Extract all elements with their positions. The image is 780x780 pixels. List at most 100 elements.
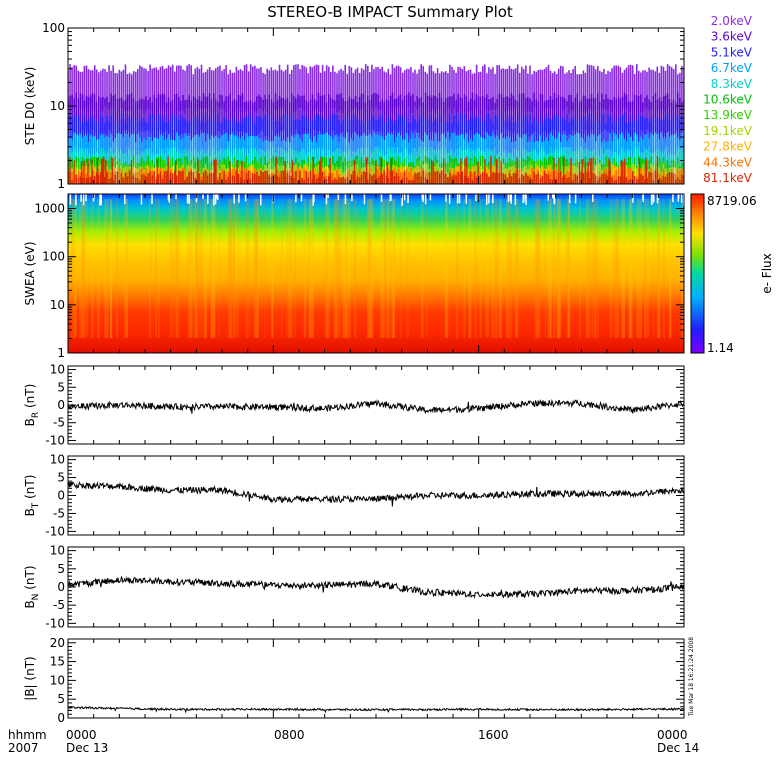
swea-streak bbox=[106, 199, 109, 338]
swea-streak bbox=[616, 199, 620, 338]
swea-streak bbox=[124, 199, 128, 338]
swea-streak bbox=[388, 199, 390, 338]
swea-streak bbox=[383, 199, 387, 338]
swea-gap bbox=[682, 194, 684, 206]
bn-ylabel: BN (nT) bbox=[23, 565, 41, 608]
swea-streak bbox=[444, 199, 447, 338]
bmag-frame bbox=[67, 638, 685, 719]
br-series-line bbox=[67, 398, 685, 415]
swea-gap bbox=[488, 194, 490, 204]
br-ylabel: BR (nT) bbox=[23, 384, 41, 427]
swea-gap bbox=[202, 194, 204, 199]
bmag-ytick-label: 10 bbox=[50, 673, 65, 687]
bt-frame bbox=[67, 455, 685, 536]
bn-ytick-label: -10 bbox=[45, 616, 65, 630]
legend-entry-19.1keV: 19.1keV bbox=[703, 124, 753, 138]
swea-streak bbox=[612, 199, 617, 338]
swea-streak bbox=[195, 199, 197, 338]
swea-streak bbox=[567, 199, 570, 338]
swea-streak bbox=[155, 199, 158, 338]
swea-streak bbox=[210, 199, 213, 338]
swea-streak bbox=[271, 199, 274, 338]
bt-series-line bbox=[67, 481, 685, 507]
swea-gap bbox=[151, 194, 153, 204]
swea-streak bbox=[115, 199, 119, 338]
legend-entry-27.8keV: 27.8keV bbox=[703, 140, 753, 154]
swea-gap bbox=[553, 194, 556, 205]
swea-streak bbox=[309, 199, 311, 338]
swea-streak bbox=[85, 199, 89, 338]
swea-streak bbox=[556, 199, 561, 338]
swea-streak bbox=[586, 199, 591, 338]
swea-streak bbox=[663, 199, 666, 338]
swea-gap bbox=[213, 194, 215, 206]
swea-gap bbox=[124, 194, 126, 204]
swea-streak bbox=[345, 199, 348, 338]
swea-streak bbox=[506, 199, 509, 338]
bn-frame bbox=[67, 546, 685, 628]
swea-gap bbox=[510, 194, 512, 204]
swea-gap bbox=[195, 194, 198, 203]
ste-data bbox=[68, 64, 684, 184]
swea-gap bbox=[100, 194, 102, 205]
end-date-label: Dec 14 bbox=[657, 741, 699, 755]
time-format-label: hhmm bbox=[8, 728, 47, 742]
swea-streak bbox=[336, 199, 340, 338]
x-tick-label-3: 0000 bbox=[657, 728, 688, 742]
swea-gap bbox=[574, 194, 577, 204]
swea-gap bbox=[99, 194, 101, 206]
swea-streak bbox=[79, 199, 83, 338]
swea-streak bbox=[109, 199, 112, 338]
swea-gap bbox=[300, 194, 303, 202]
legend-entry-8.3keV: 8.3keV bbox=[711, 77, 753, 91]
swea-streak bbox=[211, 199, 216, 338]
swea-streak bbox=[263, 199, 266, 338]
swea-streak bbox=[663, 199, 665, 338]
swea-streak bbox=[597, 199, 599, 338]
bn-ytick-label: 10 bbox=[50, 544, 65, 558]
swea-gap bbox=[403, 194, 406, 201]
swea-streak bbox=[368, 199, 372, 338]
swea-gap bbox=[215, 194, 218, 199]
swea-gap bbox=[390, 194, 392, 201]
swea-streak bbox=[393, 199, 395, 338]
swea-streak bbox=[333, 199, 338, 338]
swea-gap bbox=[233, 194, 235, 204]
swea-streak bbox=[218, 199, 221, 338]
swea-streak bbox=[150, 199, 152, 338]
bn-series-line bbox=[67, 575, 685, 599]
swea-streak bbox=[246, 199, 250, 338]
swea-gap bbox=[525, 194, 527, 205]
swea-streak bbox=[609, 199, 612, 338]
swea-streak bbox=[288, 199, 293, 338]
swea-gap bbox=[445, 194, 447, 202]
swea-streak bbox=[622, 199, 626, 338]
x-tick-label-1: 0800 bbox=[274, 728, 305, 742]
swea-gap bbox=[458, 194, 461, 204]
swea-gap bbox=[568, 194, 571, 203]
swea-streak bbox=[552, 199, 555, 338]
swea-streak bbox=[254, 199, 259, 338]
swea-streak bbox=[591, 199, 593, 338]
colorbar-label: e- Flux bbox=[760, 253, 774, 293]
swea-streak bbox=[96, 199, 101, 338]
colorbar-scale bbox=[690, 193, 705, 354]
swea-gap bbox=[672, 194, 674, 203]
swea-streak bbox=[176, 199, 179, 338]
bmag-ytick-label: 5 bbox=[57, 692, 65, 706]
legend-entry-3.6keV: 3.6keV bbox=[711, 30, 753, 44]
swea-gap bbox=[680, 194, 683, 203]
swea-ytick-label: 1 bbox=[57, 346, 65, 360]
swea-streak bbox=[367, 199, 371, 338]
swea-streak bbox=[281, 199, 283, 338]
bt-ylabel: BT (nT) bbox=[23, 475, 41, 517]
swea-streak bbox=[638, 199, 642, 338]
swea-streak bbox=[657, 199, 660, 338]
swea-streak bbox=[579, 199, 581, 338]
swea-streak bbox=[303, 199, 305, 338]
swea-streak bbox=[456, 199, 459, 338]
swea-streak bbox=[169, 199, 173, 338]
swea-streak bbox=[70, 199, 75, 338]
swea-gap bbox=[524, 194, 527, 199]
swea-streak bbox=[213, 199, 216, 338]
